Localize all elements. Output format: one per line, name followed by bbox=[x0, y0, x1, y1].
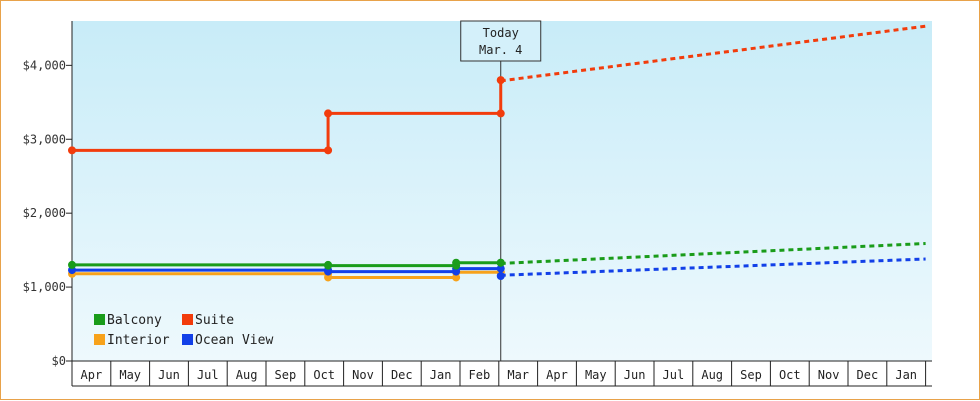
y-tick-label: $1,000 bbox=[23, 280, 66, 294]
plot-background bbox=[72, 21, 932, 361]
balcony-legend-label: Balcony bbox=[107, 313, 162, 328]
today-date-label: Mar. 4 bbox=[479, 43, 522, 57]
ocean-view-legend-label: Ocean View bbox=[195, 333, 273, 348]
interior-series-line bbox=[72, 270, 501, 279]
balcony-series-line bbox=[72, 261, 501, 268]
x-tick-label: Mar bbox=[507, 368, 529, 382]
x-tick-label: Jun bbox=[624, 368, 646, 382]
x-tick-label: Aug bbox=[236, 368, 258, 382]
x-tick-label: Sep bbox=[740, 368, 762, 382]
x-tick-label: Nov bbox=[818, 368, 840, 382]
x-tick-label: May bbox=[119, 368, 141, 382]
y-tick-label: $0 bbox=[52, 354, 66, 368]
x-tick-label: Apr bbox=[546, 368, 568, 382]
y-tick-label: $3,000 bbox=[23, 132, 66, 146]
ocean-view-point bbox=[496, 264, 505, 273]
ocean-view-point bbox=[496, 272, 505, 280]
x-tick-label: Jul bbox=[197, 368, 219, 382]
y-tick-label: $2,000 bbox=[23, 206, 66, 220]
balcony-forecast-line bbox=[500, 241, 926, 265]
ocean-view-legend-swatch bbox=[182, 334, 193, 345]
suite-point bbox=[496, 76, 505, 85]
x-tick-label: Sep bbox=[275, 368, 297, 382]
ocean-view-point bbox=[324, 267, 333, 276]
balcony-point bbox=[68, 260, 76, 269]
suite-point bbox=[68, 146, 76, 155]
suite-legend-swatch bbox=[182, 314, 193, 325]
y-tick-label: $4,000 bbox=[23, 58, 66, 72]
x-tick-label: May bbox=[585, 368, 607, 382]
ocean-view-forecast-line bbox=[500, 257, 926, 277]
interior-point bbox=[324, 273, 333, 282]
x-tick-label: Apr bbox=[81, 368, 103, 382]
suite-point bbox=[496, 109, 505, 118]
balcony-point bbox=[496, 258, 505, 267]
x-tick-label: Jun bbox=[158, 368, 180, 382]
suite-point bbox=[324, 146, 333, 155]
x-tick-label: Oct bbox=[779, 368, 801, 382]
x-tick-label: Dec bbox=[391, 368, 413, 382]
today-label: Today bbox=[483, 26, 519, 40]
x-tick-label: Nov bbox=[352, 368, 374, 382]
x-tick-label: Jul bbox=[663, 368, 685, 382]
interior-legend-swatch bbox=[94, 334, 105, 345]
x-tick-label: Aug bbox=[701, 368, 723, 382]
x-tick-label: Dec bbox=[857, 368, 879, 382]
x-tick-label: Oct bbox=[313, 368, 335, 382]
balcony-point bbox=[452, 258, 461, 267]
interior-legend-label: Interior bbox=[107, 333, 170, 348]
x-tick-label: Jan bbox=[430, 368, 452, 382]
x-tick-label: Jan bbox=[895, 368, 917, 382]
balcony-point bbox=[324, 261, 333, 270]
suite-legend-label: Suite bbox=[195, 313, 234, 328]
suite-point bbox=[324, 109, 333, 118]
x-tick-label: Feb bbox=[469, 368, 491, 382]
balcony-legend-swatch bbox=[94, 314, 105, 325]
today-label-box bbox=[460, 20, 542, 62]
